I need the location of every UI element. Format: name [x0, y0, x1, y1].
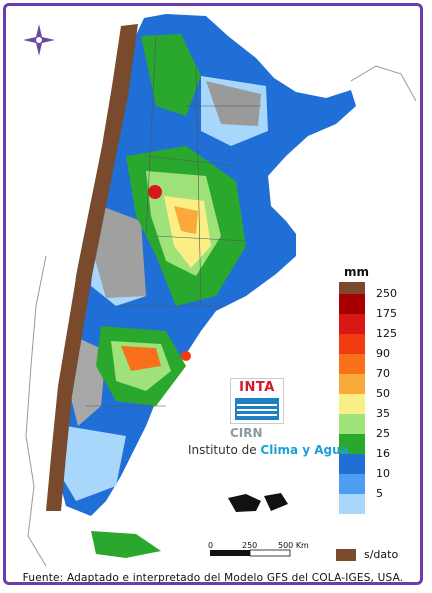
- legend-swatch-70: [339, 374, 365, 394]
- legend-label-35: 35: [376, 408, 390, 420]
- legend-swatch-35: [339, 414, 365, 434]
- legend-label-50: 50: [376, 388, 390, 400]
- scalebar-label-250: 250: [242, 541, 257, 550]
- legend-swatch-50: [339, 394, 365, 414]
- malvinas-islands-east: [264, 493, 288, 511]
- legend-swatch-5: [339, 494, 365, 514]
- legend-label-5: 5: [376, 488, 383, 500]
- legend-swatch-90: [339, 354, 365, 374]
- zone-red-peak: [148, 185, 162, 199]
- legend-label-25: 25: [376, 428, 390, 440]
- inta-logo-text: INTA: [231, 380, 283, 395]
- zone-light-blue-south: [61, 426, 126, 501]
- legend-label-125: 125: [376, 328, 397, 340]
- scalebar-label-500: 500 Km: [278, 541, 309, 550]
- legend-label-16: 16: [376, 448, 390, 460]
- legend-title: mm: [344, 265, 369, 279]
- legend-swatch-s-dato: [336, 549, 356, 561]
- tierra-del-fuego: [91, 531, 161, 558]
- cirn-label: CIRN: [230, 426, 263, 440]
- scale-bar: [210, 550, 290, 556]
- legend-swatches: [336, 282, 365, 561]
- inta-waves-icon: [231, 396, 283, 422]
- legend-swatch-10: [339, 474, 365, 494]
- legend-swatch-top: [339, 282, 365, 294]
- legend-swatch-125: [339, 334, 365, 354]
- institute-name: Instituto de Clima y Agua: [188, 443, 349, 457]
- legend-label-70: 70: [376, 368, 390, 380]
- legend-label-90: 90: [376, 348, 390, 360]
- legend-label-s-dato: s/dato: [364, 549, 398, 561]
- legend-swatch-175: [339, 314, 365, 334]
- malvinas-islands: [228, 494, 261, 512]
- institute-accent: Clima y Agua: [260, 443, 348, 457]
- map-frame: mm 250 175 125 90 70 50 35 25 16 10 5 s/dato INTA C…: [3, 3, 423, 585]
- legend-swatch-16: [339, 454, 365, 474]
- legend-label-10: 10: [376, 468, 390, 480]
- legend-label-250: 250: [376, 288, 397, 300]
- legend-label-175: 175: [376, 308, 397, 320]
- institute-prefix: Instituto de: [188, 443, 260, 457]
- source-footer: Fuente: Adaptado e interpretado del Mode…: [6, 572, 420, 584]
- map-canvas: [6, 6, 420, 582]
- inta-logo: INTA: [230, 378, 284, 424]
- zone-red-south: [181, 351, 191, 361]
- compass-rose-icon: [23, 24, 55, 56]
- legend-swatch-250: [339, 294, 365, 314]
- scalebar-label-0: 0: [208, 541, 213, 550]
